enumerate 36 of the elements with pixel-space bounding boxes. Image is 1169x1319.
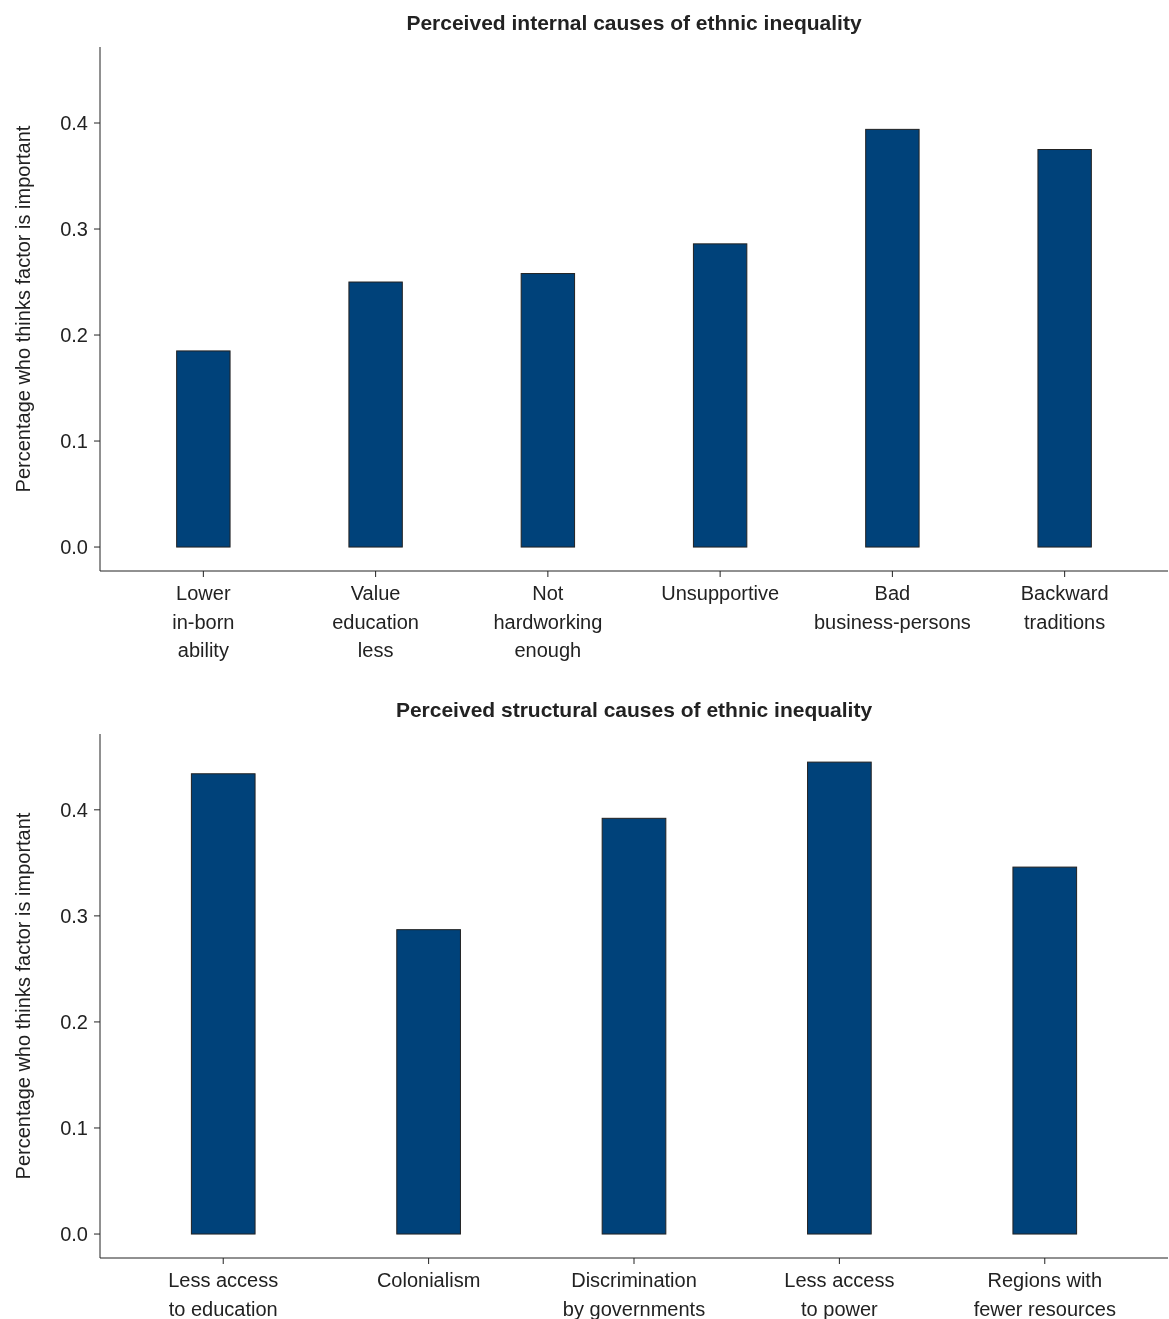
bar: [348, 281, 403, 548]
y-tick-label: 0.1: [60, 1116, 88, 1139]
x-tick-label: Backward traditions: [1020, 582, 1109, 633]
x-tick-label: Bad business-persons: [814, 582, 971, 633]
y-tick-label: 0.4: [60, 798, 88, 821]
chart-title: Perceived structural causes of ethnic inequality: [395, 698, 873, 721]
bar: [601, 817, 667, 1235]
x-tick-label: Unsupportive: [661, 582, 780, 604]
x-tick-label: Not hardworking enough: [493, 582, 603, 661]
x-tick-label: Less access to education: [168, 1269, 279, 1319]
bar: [176, 350, 231, 548]
bar: [1012, 866, 1078, 1235]
bar: [807, 761, 872, 1235]
x-tick-label: Value education less: [332, 582, 419, 661]
x-tick-label: Regions with fewer resources: [973, 1269, 1116, 1319]
chart-title: Perceived internal causes of ethnic inequality: [406, 11, 862, 34]
x-tick-label: Colonialism: [376, 1269, 481, 1291]
y-tick-label: 0.3: [60, 904, 88, 927]
y-tick-label: 0.0: [60, 536, 88, 559]
bar: [865, 128, 920, 548]
y-tick-label: 0.2: [60, 1010, 88, 1033]
y-tick-label: 0.2: [60, 324, 88, 347]
bar: [520, 273, 576, 548]
y-tick-label: 0.3: [60, 218, 88, 241]
x-tick-label: Less access to power: [784, 1269, 895, 1319]
bar: [692, 243, 748, 548]
x-tick-label: Discrimination by governments: [562, 1269, 706, 1319]
y-axis-title: Percentage who thinks factor is important: [12, 125, 34, 493]
y-tick-label: 0.4: [60, 112, 88, 135]
y-axis-title: Percentage who thinks factor is important: [12, 812, 34, 1180]
bar: [1037, 149, 1092, 548]
y-tick-label: 0.1: [60, 430, 88, 453]
bar: [396, 929, 461, 1235]
bar: [190, 773, 256, 1235]
x-tick-label: Lower in-born ability: [172, 582, 235, 661]
y-tick-label: 0.0: [60, 1223, 88, 1246]
